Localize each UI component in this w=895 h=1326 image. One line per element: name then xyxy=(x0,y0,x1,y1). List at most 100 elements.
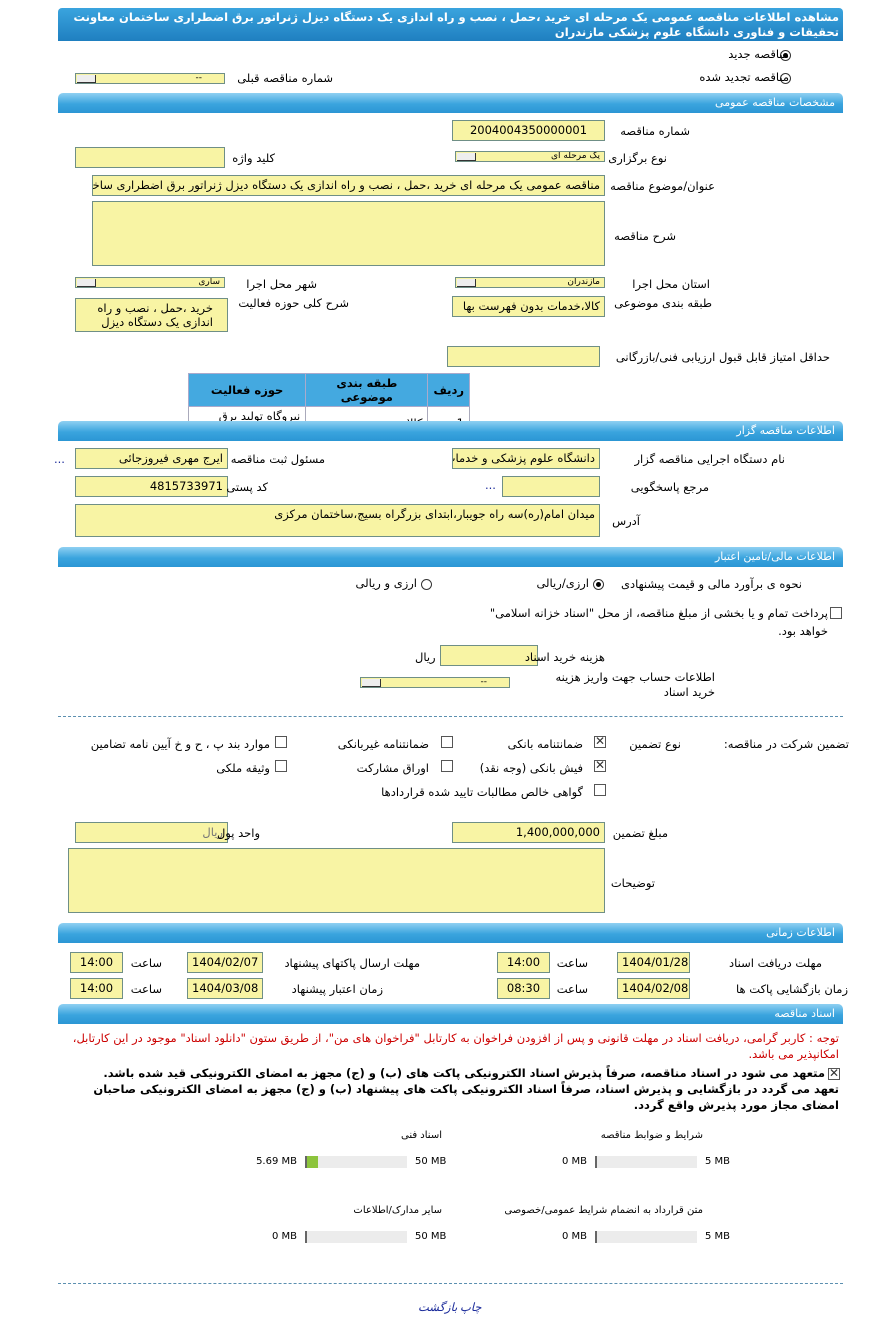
file-label: شرایط و ضوابط مناقصه xyxy=(600,1130,703,1141)
currency-field: ریال xyxy=(75,822,228,843)
guarantee-label: تضمین شرکت در مناقصه: xyxy=(723,737,849,751)
responsible-field: ایرج مهری فیروزجائی xyxy=(75,448,228,469)
city-select[interactable]: ساری xyxy=(75,277,225,288)
prev-tender-number-label: شماره مناقصه قبلی xyxy=(237,71,333,85)
reference-more-link[interactable]: ... xyxy=(485,478,496,492)
estimate-label: نحوه ی برآورد مالی و قیمت پیشنهادی xyxy=(620,577,802,591)
prev-tender-number-select[interactable]: -- xyxy=(75,73,225,84)
subject-field: مناقصه عمومی یک مرحله ای خرید ،حمل ، نصب… xyxy=(92,175,605,196)
guarantee-bank-label: ضمانتنامه بانکی xyxy=(507,737,583,751)
postal-code-label: کد پستی xyxy=(226,480,268,494)
validity-date: 1404/03/08 xyxy=(187,978,263,999)
doc-receive-time: 14:00 xyxy=(497,952,550,973)
file-max-size: 5 MB xyxy=(705,1231,731,1242)
min-score-field xyxy=(447,346,600,367)
commit-checkbox[interactable]: ✕ xyxy=(828,1066,840,1080)
account-value: -- xyxy=(480,677,488,687)
tender-number-label: شماره مناقصه xyxy=(620,124,690,138)
guarantee-type-label: نوع تضمین xyxy=(629,737,681,751)
province-label: استان محل اجرا xyxy=(632,277,710,291)
notes-textarea[interactable] xyxy=(68,848,605,913)
province-value: مازندران xyxy=(567,277,600,287)
tender-number-field: 2004004350000001 xyxy=(452,120,605,141)
guarantee-cash-checkbox[interactable]: ✕ xyxy=(594,758,606,772)
postal-code-field: 4815733971 xyxy=(75,476,228,497)
file-max-size: 50 MB xyxy=(415,1231,447,1242)
validity-label: زمان اعتبار پیشنهاد xyxy=(291,982,383,996)
guarantee-nonbank-label: ضمانتنامه غیربانکی xyxy=(337,737,429,751)
section-organizer: اطلاعات مناقصه گزار xyxy=(58,421,843,441)
guarantee-bank-checkbox[interactable]: ✕ xyxy=(594,734,606,748)
file-max-size: 5 MB xyxy=(705,1156,731,1167)
guarantee-property-checkbox[interactable] xyxy=(275,760,287,772)
col-row: ردیف xyxy=(427,373,470,407)
file-label: سایر مدارک/اطلاعات xyxy=(353,1205,442,1216)
treasury-text: پرداخت تمام و یا بخشی از مبلغ مناقصه، از… xyxy=(489,606,828,638)
account-select[interactable]: -- xyxy=(360,677,510,688)
file-max-size: 50 MB xyxy=(415,1156,447,1167)
col-activity: حوزه فعالیت xyxy=(187,373,307,407)
city-label: شهر محل اجرا xyxy=(246,277,317,291)
print-link[interactable]: چاپ xyxy=(460,1300,482,1314)
commit-text-2: تعهد می گردد در بازگشایی و پذیرش اسناد، … xyxy=(93,1082,839,1112)
foreign-rial-radio[interactable] xyxy=(421,579,432,590)
file-progress-bar xyxy=(595,1231,697,1243)
doc-receive-label: مهلت دریافت اسناد xyxy=(729,956,822,970)
responsible-more-link[interactable]: ... xyxy=(54,452,65,466)
activity-desc-textarea[interactable]: خرید ،حمل ، نصب و راه اندازی یک دستگاه د… xyxy=(75,298,228,332)
guarantee-amount-field: 1,400,000,000 xyxy=(452,822,605,843)
currency-label: واحد پول xyxy=(216,826,260,840)
guarantee-claims-label: گواهی خالص مطالبات تایید شده قراردادها xyxy=(381,785,583,799)
section-timing: اطلاعات زمانی xyxy=(58,923,843,943)
file-used-size: 5.69 MB xyxy=(256,1156,297,1167)
doc-receive-date: 1404/01/28 xyxy=(617,952,690,973)
new-tender-label: مناقصه جدید xyxy=(728,47,789,61)
guarantee-clauses-checkbox[interactable] xyxy=(275,736,287,748)
submit-hour-label: ساعت xyxy=(130,956,162,970)
prev-number-value: -- xyxy=(195,73,203,83)
address-label: آدرس xyxy=(612,514,640,528)
category-label: طبقه بندی موضوعی xyxy=(614,296,712,310)
submit-label: مهلت ارسال پاکتهای پیشنهاد xyxy=(284,956,420,970)
description-label: شرح مناقصه xyxy=(614,229,676,243)
section-finance: اطلاعات مالی/تامین اعتبار xyxy=(58,547,843,567)
new-tender-radio[interactable] xyxy=(780,50,791,61)
renewed-tender-radio[interactable] xyxy=(780,73,791,84)
rial-unit-label: ریال xyxy=(415,650,436,664)
min-score-label: حداقل امتیاز قابل قبول ارزیابی فنی/بازرگ… xyxy=(615,350,830,364)
file-progress-bar xyxy=(305,1156,407,1168)
col-category: طبقه بندی موضوعی xyxy=(305,373,429,407)
holding-type-select[interactable]: یک مرحله ای xyxy=(455,151,605,162)
doc-fee-label: هزینه خرید اسناد xyxy=(524,650,605,664)
notes-label: توضیحات xyxy=(610,876,655,890)
validity-time: 14:00 xyxy=(70,978,123,999)
org-label: نام دستگاه اجرایی مناقصه گزار xyxy=(634,452,785,466)
guarantee-bonds-label: اوراق مشارکت xyxy=(356,761,429,775)
documents-note: توجه : کاربر گرامی، دریافت اسناد در مهلت… xyxy=(72,1031,839,1061)
table-header-row: ردیف طبقه بندی موضوعی حوزه فعالیت xyxy=(187,373,470,407)
guarantee-nonbank-checkbox[interactable] xyxy=(441,736,453,748)
holding-type-label: نوع برگزاری xyxy=(608,151,667,165)
treasury-checkbox[interactable] xyxy=(830,607,842,619)
reference-field xyxy=(502,476,600,497)
description-textarea[interactable] xyxy=(92,201,605,266)
opening-hour-label: ساعت xyxy=(556,982,588,996)
opening-date: 1404/02/08 xyxy=(617,978,690,999)
guarantee-bonds-checkbox[interactable] xyxy=(441,760,453,772)
holding-type-value: یک مرحله ای xyxy=(551,151,600,161)
file-label: اسناد فنی xyxy=(401,1130,442,1141)
rial-radio[interactable] xyxy=(593,579,604,590)
keyword-input[interactable] xyxy=(75,147,225,168)
file-progress-bar xyxy=(305,1231,407,1243)
back-link[interactable]: بازگشت xyxy=(418,1300,458,1314)
guarantee-claims-checkbox[interactable] xyxy=(594,784,606,796)
file-used-size: 0 MB xyxy=(271,1231,297,1242)
doc-fee-field xyxy=(440,645,538,666)
account-label: اطلاعات حساب جهت واریز هزینه خرید اسناد xyxy=(555,670,715,699)
province-select[interactable]: مازندران xyxy=(455,277,605,288)
guarantee-amount-label: مبلغ تضمین xyxy=(612,826,668,840)
section-documents: اسناد مناقصه xyxy=(58,1004,843,1024)
city-value: ساری xyxy=(198,277,220,287)
footer-divider xyxy=(58,1283,843,1284)
